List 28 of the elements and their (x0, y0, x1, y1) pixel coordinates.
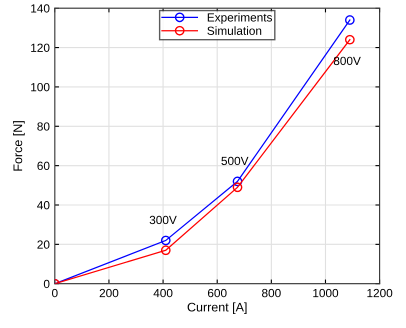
point (232, 182, 242, 192)
x-tick-label: 1200 (367, 288, 392, 298)
y-tick-label: 0 (44, 280, 50, 288)
y-tick-label: 100 (31, 82, 50, 92)
legend-label: Simulation (207, 26, 262, 35)
annotation: 500V (221, 156, 248, 166)
x-tick-label: 600 (208, 288, 227, 298)
point (232, 176, 242, 186)
x-axis-title: Current [A] (188, 302, 247, 314)
y-axis-title: Force [N] (13, 121, 25, 171)
y-tick-label: 20 (37, 240, 50, 249)
legend-label: Experiments (208, 12, 272, 24)
point (160, 245, 171, 256)
point (344, 15, 355, 25)
y-tick-label: 140 (31, 4, 50, 13)
x-tick-label: 400 (154, 288, 172, 298)
annotation: 300V (150, 216, 177, 224)
y-tick-label: 60 (37, 162, 50, 170)
y-tick-label: 40 (37, 201, 50, 210)
point (160, 236, 171, 246)
y-tick-label: 120 (31, 44, 50, 52)
x-tick-label: 800 (262, 288, 281, 298)
x-tick-label: 0 (52, 288, 58, 298)
point (344, 34, 355, 45)
annotation: 800V (334, 56, 361, 66)
y-tick-label: 80 (37, 122, 50, 131)
x-tick-label: 200 (100, 288, 118, 298)
x-tick-label: 1000 (313, 288, 338, 298)
